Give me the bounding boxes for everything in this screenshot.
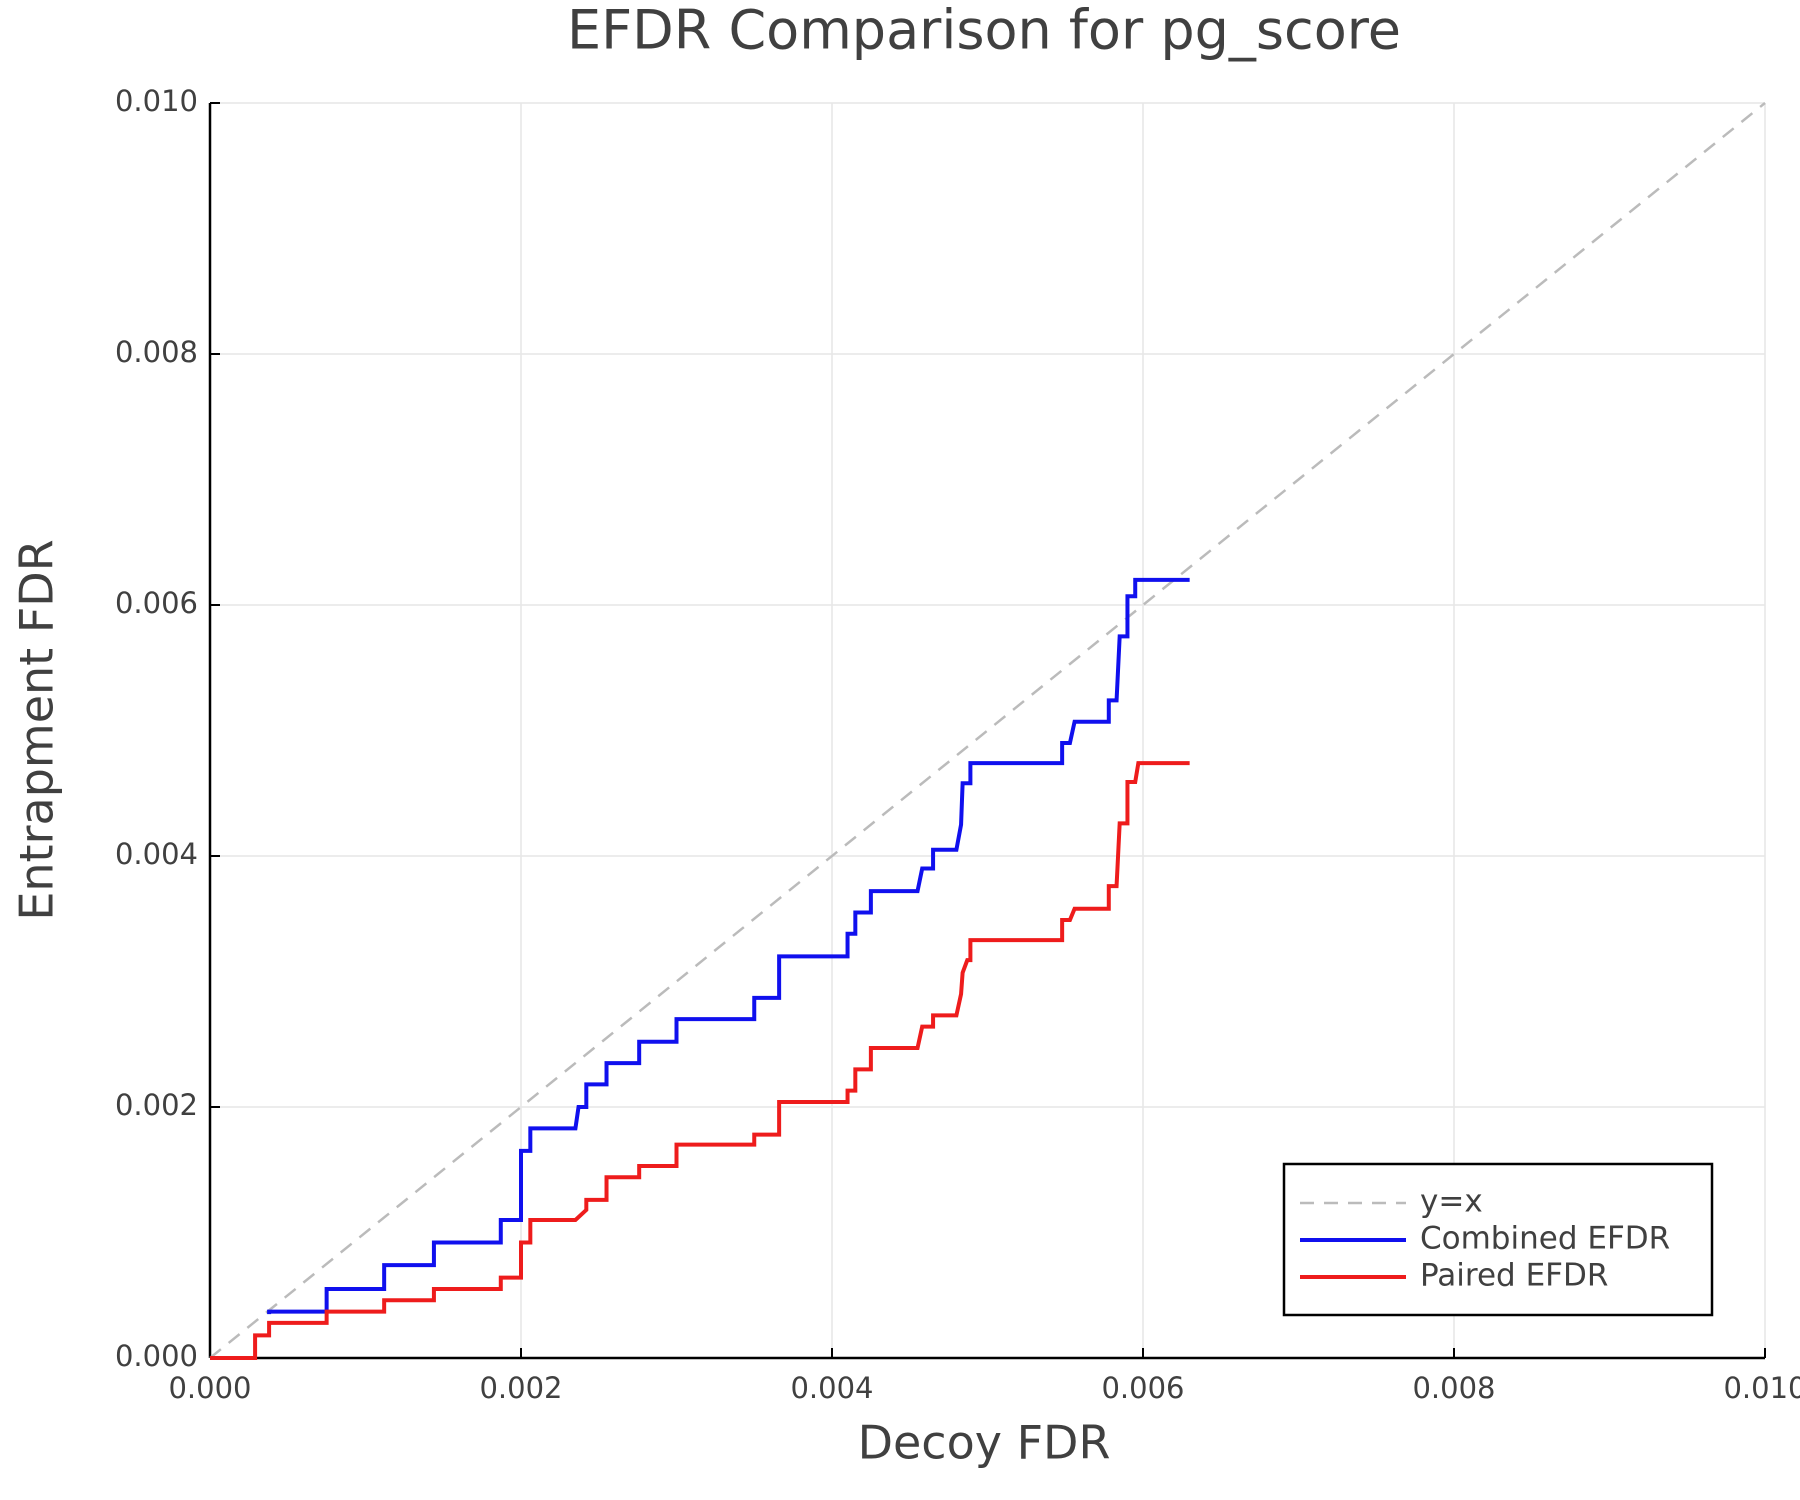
x-tick-label: 0.006 <box>1101 1371 1184 1405</box>
y-tick-label: 0.002 <box>115 1088 198 1122</box>
y-axis-label: Entrapment FDR <box>10 539 64 920</box>
y-tick-label: 0.004 <box>115 837 198 871</box>
legend-label: y=x <box>1420 1184 1483 1220</box>
chart-title: EFDR Comparison for pg_score <box>567 0 1401 62</box>
x-tick-label: 0.010 <box>1723 1371 1800 1405</box>
x-tick-label: 0.008 <box>1412 1371 1495 1405</box>
y-tick-label: 0.006 <box>115 586 198 620</box>
x-tick-label: 0.000 <box>168 1371 251 1405</box>
legend-label: Combined EFDR <box>1420 1221 1670 1257</box>
legend-label: Paired EFDR <box>1420 1258 1608 1294</box>
x-tick-label: 0.002 <box>479 1371 562 1405</box>
x-tick-label: 0.004 <box>790 1371 873 1405</box>
line <box>209 102 1766 1359</box>
y-tick-label: 0.008 <box>115 335 198 369</box>
x-axis-label: Decoy FDR <box>858 1416 1111 1470</box>
line <box>210 761 1190 1360</box>
y-tick-label: 0.000 <box>115 1339 198 1373</box>
line <box>267 577 1190 1315</box>
y-tick-label: 0.010 <box>115 84 198 118</box>
